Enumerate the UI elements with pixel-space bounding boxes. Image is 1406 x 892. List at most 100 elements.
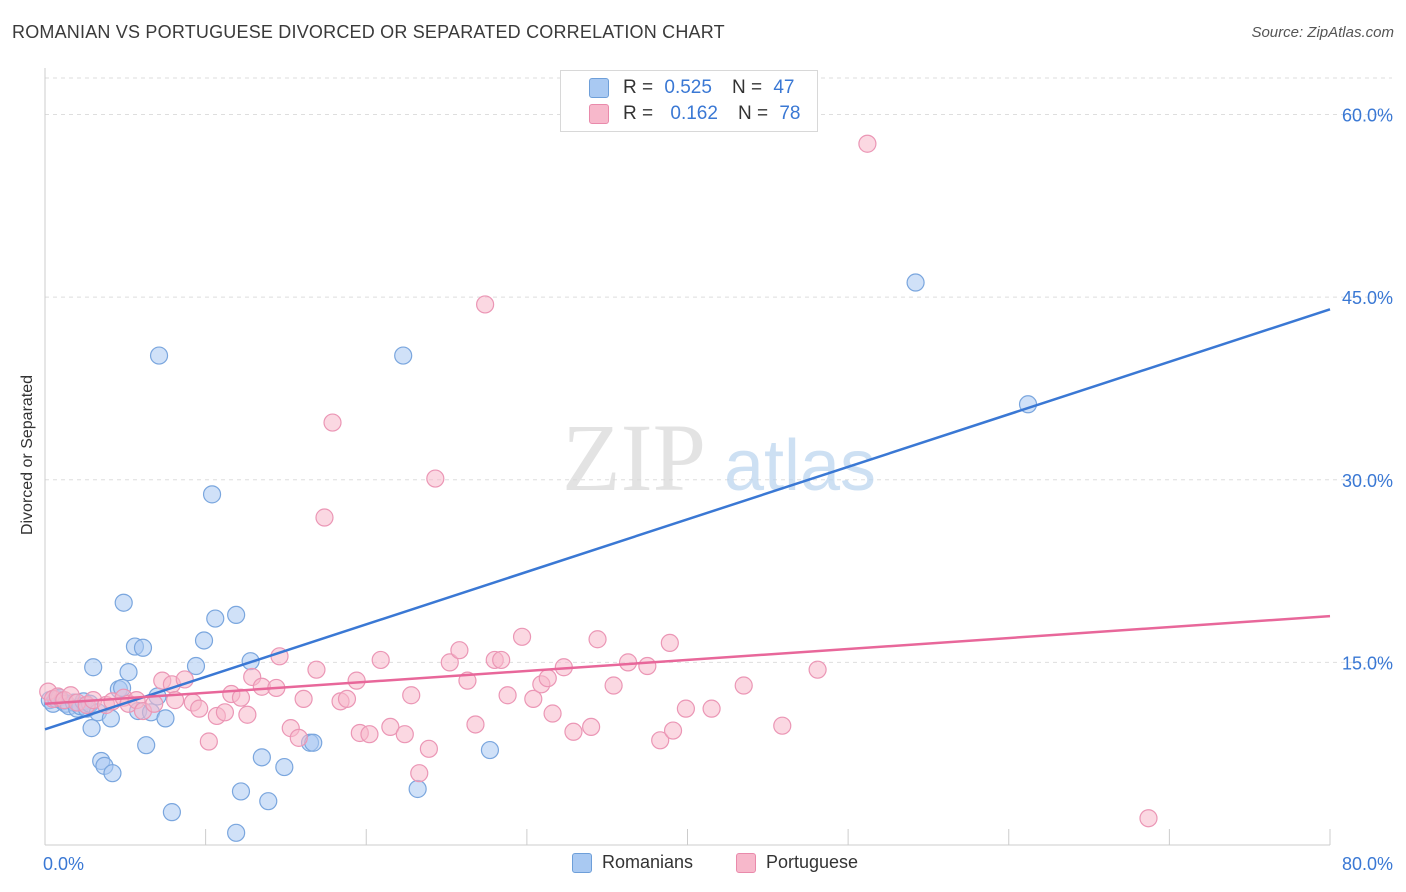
watermark: ZIP atlas — [562, 404, 876, 511]
r-value: 0.162 — [670, 103, 718, 124]
romanian-point — [231, 782, 251, 801]
x-tick-label: 80.0% — [1342, 854, 1393, 874]
portuguese-point — [773, 716, 792, 735]
portuguese-point — [307, 660, 326, 679]
portuguese-point — [294, 689, 313, 709]
romanian-point — [84, 658, 103, 677]
portuguese-point — [588, 630, 607, 649]
portuguese-point — [538, 669, 557, 688]
r-label: R = — [623, 77, 654, 98]
portuguese-point — [215, 703, 234, 722]
romanian-point — [275, 757, 294, 777]
stats-legend: R = 0.525 N = 47 R = 0.162 N = 78 — [560, 70, 818, 132]
portuguese-point — [498, 686, 517, 705]
r-label: R = — [623, 103, 654, 124]
portuguese-point — [199, 732, 218, 751]
portuguese-point — [360, 725, 379, 744]
portuguese-point — [734, 676, 753, 695]
chart-title: ROMANIAN VS PORTUGUESE DIVORCED OR SEPAR… — [12, 22, 725, 42]
portuguese-point — [651, 731, 670, 750]
romanian-point — [119, 663, 138, 682]
portuguese-point — [371, 650, 390, 670]
portuguese-point — [524, 689, 543, 709]
portuguese-point — [337, 689, 357, 709]
r-value: 0.525 — [664, 77, 712, 98]
legend-item-romanians[interactable]: Romanians — [572, 852, 693, 873]
portuguese-point — [466, 715, 485, 734]
legend-item-portuguese[interactable]: Portuguese — [736, 852, 858, 873]
portuguese-point — [419, 739, 438, 758]
portuguese-trend-line — [44, 614, 1331, 706]
portuguese-point — [676, 699, 695, 718]
portuguese-point — [702, 699, 721, 718]
n-value: 78 — [779, 103, 801, 124]
y-tick-label: 60.0% — [1342, 106, 1393, 126]
stats-legend-row-romanians: R = 0.525 N = 47 — [561, 75, 794, 101]
portuguese-point — [512, 627, 532, 646]
romanian-point — [114, 593, 133, 612]
romanian-point — [137, 736, 156, 755]
romanian-point — [186, 656, 206, 676]
portuguese-point — [175, 670, 194, 689]
n-label: N = — [737, 103, 769, 124]
y-tick-label: 15.0% — [1342, 653, 1393, 673]
romanian-point — [103, 764, 122, 783]
legend-label-portuguese: Portuguese — [766, 852, 859, 872]
portuguese-point — [238, 705, 257, 724]
portuguese-point — [663, 721, 683, 740]
portuguese-swatch — [736, 852, 756, 873]
portuguese-point — [289, 728, 308, 747]
romanian-point — [259, 792, 278, 811]
romanians-swatch — [589, 78, 609, 98]
portuguese-point — [660, 633, 679, 653]
portuguese-point — [543, 704, 562, 723]
portuguese-point — [315, 508, 334, 527]
stats-legend-row-portuguese: R = 0.162 N = 78 — [561, 101, 800, 127]
romanian-point — [194, 631, 214, 650]
portuguese-swatch — [589, 104, 609, 124]
portuguese-point — [410, 764, 429, 783]
romanians-points — [40, 273, 1038, 842]
trend-lines — [44, 308, 1331, 731]
x-tick-label: 0.0% — [43, 854, 84, 874]
portuguese-point — [492, 650, 511, 670]
romanian-point — [408, 779, 427, 799]
romanian-point — [227, 605, 246, 625]
n-label: N = — [731, 77, 763, 98]
y-tick-label: 45.0% — [1342, 288, 1393, 308]
romanian-point — [149, 346, 169, 365]
portuguese-point — [450, 641, 469, 660]
axes — [44, 68, 1331, 846]
portuguese-point — [395, 725, 414, 744]
portuguese-point — [347, 671, 366, 690]
romanian-point — [227, 823, 246, 842]
portuguese-point — [476, 295, 495, 314]
portuguese-point — [858, 134, 877, 153]
portuguese-point — [808, 660, 827, 679]
portuguese-point — [638, 656, 657, 676]
watermark-zip: ZIP — [562, 404, 706, 511]
romanians-swatch — [572, 852, 592, 873]
tick-labels: 15.0% 30.0% 45.0% 60.0% 0.0% 80.0% — [43, 106, 1393, 874]
romanian-point — [82, 719, 101, 738]
romanian-point — [906, 273, 925, 292]
romanian-point — [156, 709, 175, 728]
romanian-point — [480, 740, 500, 760]
portuguese-point — [381, 717, 400, 737]
romanian-point — [394, 346, 413, 365]
romanians-trend-line — [44, 308, 1331, 731]
romanian-point — [133, 638, 153, 657]
portuguese-point — [426, 469, 445, 488]
legend-label-romanians: Romanians — [602, 852, 694, 872]
grid-lines — [45, 77, 1392, 663]
portuguese-point — [402, 686, 421, 705]
portuguese-point — [190, 699, 209, 718]
portuguese-point — [564, 722, 583, 741]
portuguese-points — [39, 134, 1158, 828]
portuguese-point — [604, 676, 623, 695]
y-tick-label: 30.0% — [1342, 471, 1393, 491]
source-label: Source: ZipAtlas.com — [1251, 24, 1394, 41]
romanian-point — [162, 803, 181, 822]
series-legend: Romanians Portuguese — [0, 852, 1406, 878]
